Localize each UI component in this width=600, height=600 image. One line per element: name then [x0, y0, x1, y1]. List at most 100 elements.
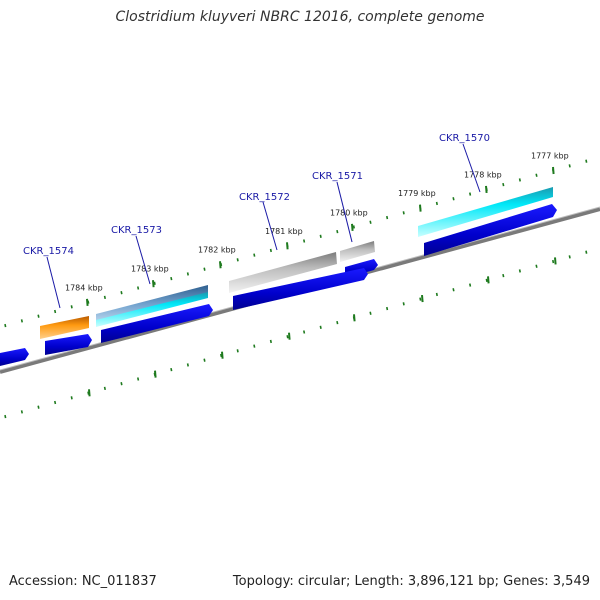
leader-ckr-1572 — [262, 201, 278, 251]
minor-tick — [419, 297, 422, 301]
minor-tick — [236, 349, 239, 353]
minor-tick — [269, 339, 272, 344]
gene-box-ckr-1574[interactable] — [40, 316, 89, 339]
minor-tick — [336, 229, 339, 234]
minor-tick — [153, 281, 156, 285]
minor-tick — [170, 276, 173, 281]
gene-box-ckr-1572[interactable] — [229, 252, 337, 293]
minor-tick — [286, 335, 289, 339]
cds-arrow-ckr-1572[interactable] — [233, 268, 368, 310]
minor-tick — [352, 225, 355, 229]
gene-box-ckr-1570[interactable] — [418, 187, 553, 237]
minor-tick — [120, 291, 123, 295]
minor-tick — [568, 164, 571, 168]
minor-tick — [20, 410, 23, 414]
minor-tick — [535, 264, 538, 268]
minor-tick — [54, 400, 57, 405]
tick-track-upper — [4, 159, 588, 328]
minor-tick — [585, 250, 588, 254]
map-title: Clostridium kluyveri NBRC 12016, complet… — [115, 9, 485, 25]
minor-tick — [369, 220, 372, 224]
major-tick-1781 — [286, 242, 289, 250]
gene-label-ckr-1574[interactable]: CKR_1574 — [23, 246, 74, 257]
minor-tick — [435, 201, 438, 206]
cds-arrow-offscreen[interactable] — [0, 348, 29, 366]
minor-tick — [269, 248, 272, 253]
major-tick-lower-1779 — [421, 294, 424, 303]
major-tick-lower-1782 — [221, 351, 224, 359]
minor-tick — [137, 286, 140, 290]
minor-tick — [103, 386, 106, 391]
minor-tick — [319, 234, 322, 238]
minor-tick — [253, 253, 256, 257]
kbp-label-1778: 1778 kbp — [464, 170, 502, 179]
minor-tick — [203, 267, 206, 271]
minor-tick — [469, 283, 472, 287]
kbp-label-1779: 1779 kbp — [398, 189, 436, 198]
major-tick-1780 — [351, 223, 354, 231]
leader-ckr-1570 — [462, 143, 481, 193]
minor-tick — [568, 255, 571, 259]
minor-tick — [220, 353, 223, 358]
minor-tick — [585, 159, 588, 163]
major-tick-1782 — [219, 261, 222, 269]
minor-tick — [137, 377, 140, 381]
minor-tick — [336, 320, 339, 325]
minor-tick — [485, 278, 488, 283]
minor-tick — [253, 344, 256, 348]
minor-tick — [303, 239, 306, 243]
major-tick-lower-1783 — [154, 370, 157, 378]
minor-tick — [4, 414, 7, 419]
minor-tick — [402, 211, 405, 215]
minor-tick — [402, 302, 405, 306]
gene-box-ckr-1573-bottom[interactable] — [96, 292, 208, 327]
kbp-label-1782: 1782 kbp — [198, 246, 236, 255]
minor-tick — [203, 358, 206, 362]
kbp-label-1784: 1784 kbp — [65, 283, 103, 292]
minor-tick — [236, 258, 239, 262]
minor-tick — [518, 269, 521, 273]
major-tick-1777 — [552, 166, 555, 175]
minor-tick — [319, 325, 322, 329]
kbp-labels: 1777 kbp 1778 kbp 1779 kbp 1780 kbp 1781 kbp… — [65, 152, 569, 293]
gene-box-ckr-1573-top[interactable] — [96, 285, 208, 322]
major-tick-1779 — [419, 204, 422, 212]
major-tick-lower-1784 — [88, 389, 91, 397]
topology-text: Topology: circular; Length: 3,896,121 bp… — [232, 574, 590, 589]
major-tick-lower-1781 — [288, 332, 291, 340]
cds-track — [0, 204, 557, 366]
minor-tick — [186, 272, 189, 276]
gene-labels: CKR_1570 CKR_1571 CKR_1572 CKR_1573 CKR_… — [23, 133, 490, 309]
major-tick-1778 — [485, 185, 488, 194]
minor-tick — [386, 306, 389, 311]
cds-arrow-ckr-1570[interactable] — [424, 204, 557, 256]
minor-tick — [70, 305, 73, 309]
minor-tick — [103, 295, 106, 300]
gene-label-ckr-1570[interactable]: CKR_1570 — [439, 133, 490, 144]
gene-label-ckr-1571[interactable]: CKR_1571 — [312, 171, 363, 182]
cds-arrow-ckr-1574[interactable] — [45, 334, 92, 355]
leader-ckr-1573 — [135, 235, 151, 285]
minor-tick — [20, 319, 23, 323]
minor-tick — [70, 396, 73, 400]
minor-tick — [552, 259, 555, 264]
leader-ckr-1574 — [46, 256, 61, 309]
cds-arrow-ckr-1573[interactable] — [101, 304, 213, 343]
kbp-label-1780: 1780 kbp — [330, 208, 368, 217]
gene-box-ckr-1571[interactable] — [340, 241, 375, 262]
major-tick-lower-1777 — [554, 257, 557, 265]
minor-tick — [502, 182, 505, 187]
minor-tick — [37, 405, 40, 409]
minor-tick — [535, 173, 538, 177]
kbp-label-1777: 1777 kbp — [531, 152, 569, 161]
tick-track-lower — [4, 250, 588, 419]
minor-tick — [386, 215, 389, 220]
minor-tick — [452, 288, 455, 292]
minor-tick — [369, 311, 372, 315]
kbp-label-1781: 1781 kbp — [265, 227, 303, 236]
gene-label-ckr-1573[interactable]: CKR_1573 — [111, 225, 162, 236]
gene-label-ckr-1572[interactable]: CKR_1572 — [239, 192, 290, 203]
minor-tick — [37, 314, 40, 318]
minor-tick — [120, 382, 123, 386]
